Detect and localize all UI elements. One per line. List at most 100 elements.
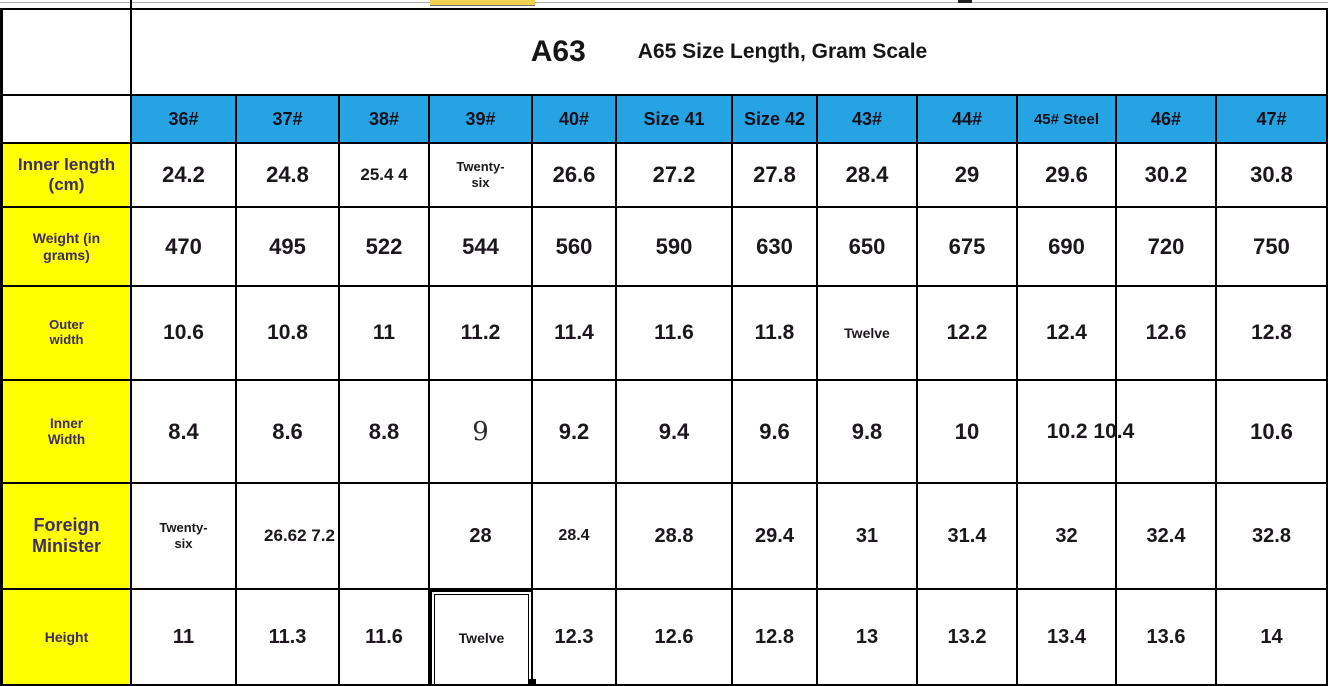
cell-value: 10.2 10.4 (1046, 419, 1135, 443)
cell-value: 10.6 (163, 321, 204, 344)
data-cell: 750 (1217, 208, 1328, 287)
data-cell: 11.4 (533, 287, 617, 381)
data-cell: 29.4 (733, 484, 818, 590)
data-cell: 13.6 (1117, 590, 1217, 686)
column-header-cell: 46# (1117, 96, 1217, 144)
data-cell: 28.8 (617, 484, 733, 590)
data-cell: 12.2 (918, 287, 1018, 381)
cell-value: 27.8 (753, 162, 796, 187)
data-cell: 28 (430, 484, 533, 590)
data-cell: 9.4 (617, 381, 733, 484)
data-cell: 12.8 (733, 590, 818, 686)
data-cell: 32 (1018, 484, 1117, 590)
cell-value: 12.2 (946, 321, 988, 344)
row-label-cell: Weight (in grams) (0, 208, 132, 287)
row-label-cell: Outer width (0, 287, 132, 381)
cell-value: 9.6 (759, 418, 790, 444)
column-header-cell: 44# (918, 96, 1018, 144)
data-cell: 32.4 (1117, 484, 1217, 590)
cell-value: 28.4 (845, 162, 889, 187)
data-cell: 32.8 (1217, 484, 1328, 590)
cell-value: 12.3 (554, 625, 594, 648)
column-header-cell: 36# (132, 96, 237, 144)
cell-value: 11 (172, 625, 195, 648)
data-cell: 470 (132, 208, 237, 287)
cell-value: 590 (655, 233, 693, 259)
cell-value: 11.3 (268, 625, 307, 648)
data-cell: 9.2 (533, 381, 617, 484)
column-header-cell: 43# (818, 96, 918, 144)
cell-value: 11.8 (754, 321, 795, 344)
cell-value: 9 (472, 416, 489, 447)
data-cell: 495 (237, 208, 340, 287)
data-cell: 544 (430, 208, 533, 287)
data-cell (340, 484, 430, 590)
title-model: A63 (530, 35, 586, 68)
data-cell: 11.3 (237, 590, 340, 686)
cell-value: 26.6 (552, 162, 596, 187)
cell-value: 25.4 4 (360, 165, 408, 184)
cell-value: 10 (954, 418, 980, 444)
selection-fill-handle (528, 679, 536, 684)
data-cell: 13 (818, 590, 918, 686)
data-cell: 11.8 (733, 287, 818, 381)
data-cell: 27.8 (733, 144, 818, 208)
cell-value: 28.4 (558, 527, 590, 544)
cell-value: 9.4 (658, 418, 690, 444)
cell-value: 12.4 (1046, 321, 1087, 344)
data-cell: 31.4 (918, 484, 1018, 590)
cell-value: 720 (1147, 233, 1185, 259)
cell-value: Twenty-six (159, 520, 208, 551)
data-cell: 8.4 (132, 381, 237, 484)
data-cell: 29.6 (1018, 144, 1117, 208)
cell-value: 650 (848, 233, 886, 259)
row-label-cell: Inner Width (0, 381, 132, 484)
data-cell: 28.4 (818, 144, 918, 208)
cell-value: 750 (1253, 233, 1290, 259)
data-cell: 11.6 (617, 287, 733, 381)
cell-value: 13.6 (1146, 625, 1186, 648)
cell-value: 30.2 (1144, 162, 1188, 187)
cell-value: 560 (555, 233, 593, 259)
cell-value: 31 (855, 524, 879, 547)
data-cell: 24.8 (237, 144, 340, 208)
cell-value: 30.8 (1250, 162, 1293, 187)
column-header-cell: 47# (1217, 96, 1328, 144)
cell-value: 12.6 (654, 625, 694, 648)
data-cell: 14 (1217, 590, 1328, 686)
data-cell: 8.6 (237, 381, 340, 484)
cell-value: 495 (269, 233, 306, 259)
column-header-cell: 40# (533, 96, 617, 144)
divider (130, 0, 132, 8)
data-cell: 9.6 (733, 381, 818, 484)
title-caption: A65 Size Length, Gram Scale (637, 40, 928, 63)
cell-value: 690 (1048, 233, 1085, 259)
column-header-cell: 38# (340, 96, 430, 144)
column-header-cell: Size 41 (617, 96, 733, 144)
data-cell: 10.6 (132, 287, 237, 381)
cell-value: 29 (954, 162, 980, 187)
cell-value: 12.6 (1145, 321, 1187, 344)
corner-cell (0, 8, 132, 96)
cell-value: 32.4 (1146, 524, 1186, 547)
cell-value: 8.6 (272, 418, 303, 444)
data-cell: 12.3 (533, 590, 617, 686)
data-cell: Twelve (818, 287, 918, 381)
cell-value: 29.6 (1045, 162, 1088, 187)
data-cell: 13.2 (918, 590, 1018, 686)
cell-value: 32.8 (1252, 524, 1291, 547)
cell-value: 522 (365, 233, 403, 259)
data-cell: 10.8 (237, 287, 340, 381)
row-label: Inner Width (47, 415, 86, 447)
data-cell: 11.2 (430, 287, 533, 381)
cell-value: Twelve (458, 630, 505, 646)
data-cell: 12.6 (617, 590, 733, 686)
cell-value: 27.2 (652, 162, 696, 187)
cell-value: 675 (948, 233, 986, 259)
cell-value: 29.4 (755, 524, 794, 547)
cell-value: 8.4 (168, 418, 199, 444)
cell-value: 470 (165, 233, 202, 259)
data-cell: 27.2 (617, 144, 733, 208)
cell-value: 11.4 (554, 321, 594, 344)
